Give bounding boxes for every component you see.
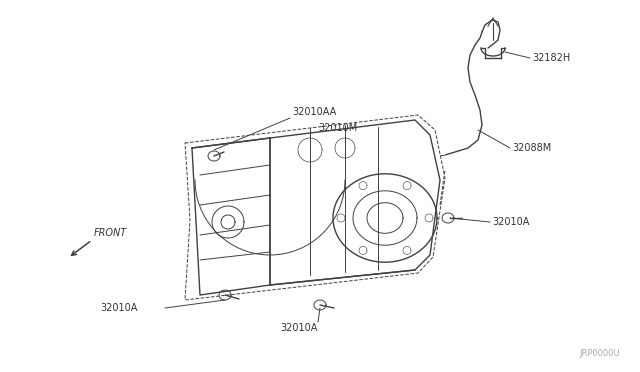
Text: 32010M: 32010M [318,123,357,133]
Text: 32010AA: 32010AA [292,107,336,117]
Text: 32010A: 32010A [492,217,529,227]
Text: 32182H: 32182H [532,53,570,63]
Text: 32088M: 32088M [512,143,551,153]
Text: 32010A: 32010A [280,323,317,333]
Text: FRONT: FRONT [94,228,127,238]
Text: 32010A: 32010A [100,303,138,313]
Text: JRP0000U: JRP0000U [579,349,620,358]
